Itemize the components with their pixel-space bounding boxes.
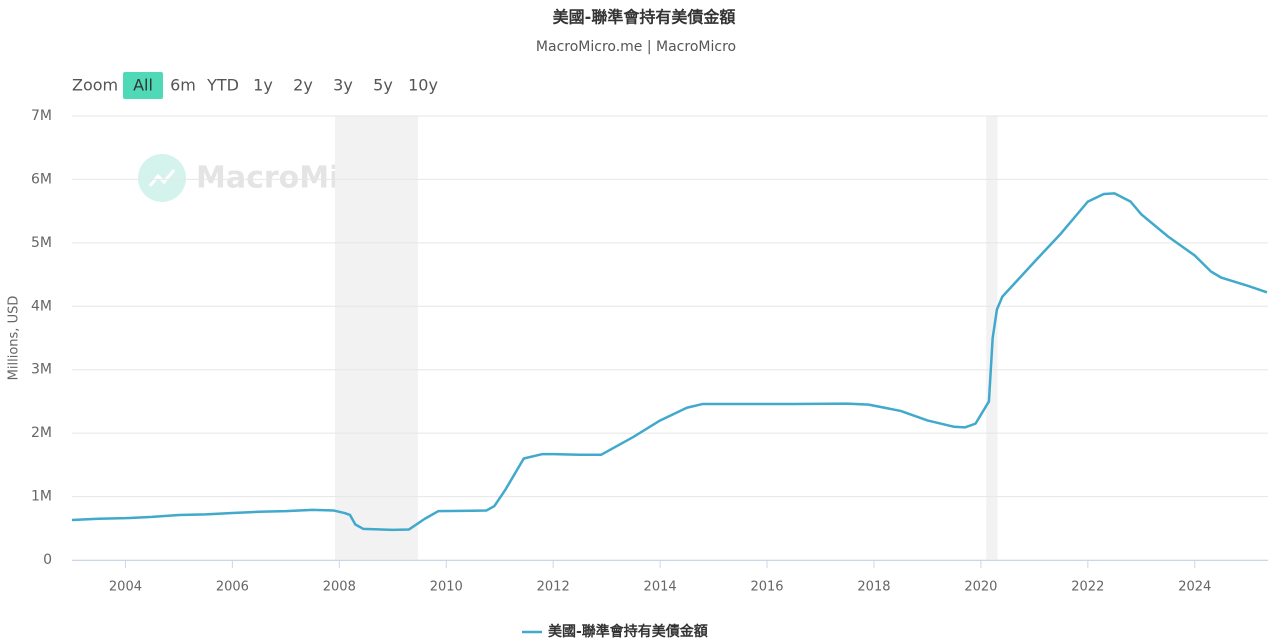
x-tick-label: 2004 <box>109 580 142 595</box>
x-tick-label: 2020 <box>964 580 997 595</box>
x-tick-label: 2024 <box>1178 580 1211 595</box>
zoom-button[interactable]: 10y <box>408 76 438 95</box>
x-tick-label: 2014 <box>644 580 677 595</box>
y-axis-title: Millions, USD <box>7 296 22 381</box>
zoom-button[interactable]: 2y <box>293 76 313 95</box>
y-tick-label: 3M <box>31 362 52 378</box>
x-tick-label: 2018 <box>857 580 890 595</box>
chart-title: 美國-聯準會持有美債金額 <box>553 8 736 27</box>
x-tick-label: 2008 <box>323 580 356 595</box>
legend-label[interactable]: 美國-聯準會持有美債金額 <box>548 623 708 640</box>
y-tick-label: 2M <box>31 425 52 441</box>
zoom-button[interactable]: 3y <box>333 76 353 95</box>
zoom-button[interactable]: 1y <box>253 76 273 95</box>
zoom-button[interactable]: All <box>133 76 153 95</box>
chart-subtitle: MacroMicro.me | MacroMicro <box>536 39 736 55</box>
x-tick-label: 2006 <box>216 580 249 595</box>
y-tick-label: 1M <box>31 489 52 505</box>
y-tick-label: 4M <box>31 298 52 314</box>
y-tick-label: 0 <box>43 552 52 568</box>
recession-band <box>335 116 418 560</box>
zoom-button[interactable]: 6m <box>170 76 196 95</box>
x-tick-label: 2022 <box>1071 580 1104 595</box>
y-tick-label: 7M <box>31 108 52 124</box>
x-tick-label: 2016 <box>750 580 783 595</box>
data-line <box>71 192 1268 532</box>
y-tick-label: 5M <box>31 235 52 251</box>
zoom-button[interactable]: YTD <box>206 76 239 95</box>
zoom-label: Zoom <box>72 76 118 95</box>
x-tick-label: 2010 <box>430 580 463 595</box>
y-tick-label: 6M <box>31 171 52 187</box>
zoom-button-bg[interactable] <box>123 72 163 99</box>
zoom-button[interactable]: 5y <box>373 76 393 95</box>
x-tick-label: 2012 <box>537 580 570 595</box>
